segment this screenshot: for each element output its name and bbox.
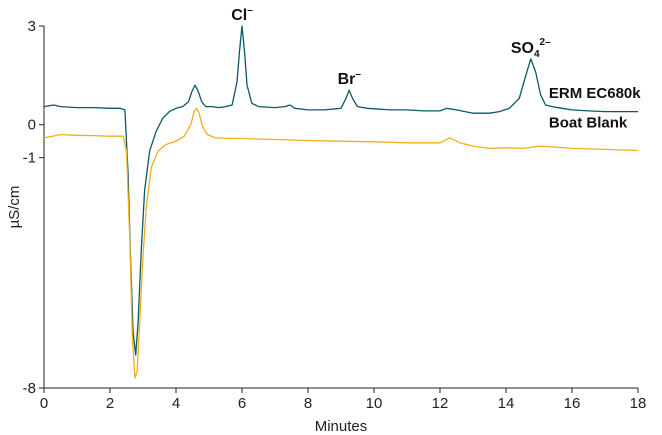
x-tick-label: 0 [40, 395, 48, 412]
series-line-0 [43, 25, 638, 356]
x-axis-title: Minutes [315, 418, 368, 435]
annotation-label: Cl– [231, 5, 253, 24]
annotation-label: Br– [338, 69, 362, 88]
series-line-1 [43, 107, 639, 379]
x-tick-label: 4 [172, 395, 180, 412]
x-tick-label: 18 [630, 395, 647, 412]
y-tick-label: -8 [23, 380, 36, 397]
y-axis-title: µS/cm [6, 186, 23, 229]
y-tick-label: 3 [28, 18, 36, 35]
x-tick-label: 8 [304, 395, 312, 412]
x-ticks: 0 2 4 6 8 10 12 14 16 18 [40, 388, 647, 412]
axes [43, 26, 638, 389]
y-ticks: 3 0 -1 -8 [23, 18, 44, 397]
annotation-layer: Cl– Br– SO42– ERM EC680k Boat Blank [231, 5, 641, 132]
x-tick-label: 16 [564, 395, 581, 412]
x-tick-label: 2 [106, 395, 114, 412]
annotation-label: Boat Blank [549, 115, 628, 132]
y-tick-label: -1 [23, 150, 36, 167]
annotation-label: SO42– [511, 37, 551, 60]
x-tick-label: 12 [432, 395, 449, 412]
series-layer [43, 25, 639, 379]
x-tick-label: 10 [366, 395, 383, 412]
y-tick-label: 0 [28, 117, 36, 134]
x-tick-label: 6 [238, 395, 246, 412]
annotation-label: ERM EC680k [549, 85, 641, 102]
x-tick-label: 14 [498, 395, 515, 412]
